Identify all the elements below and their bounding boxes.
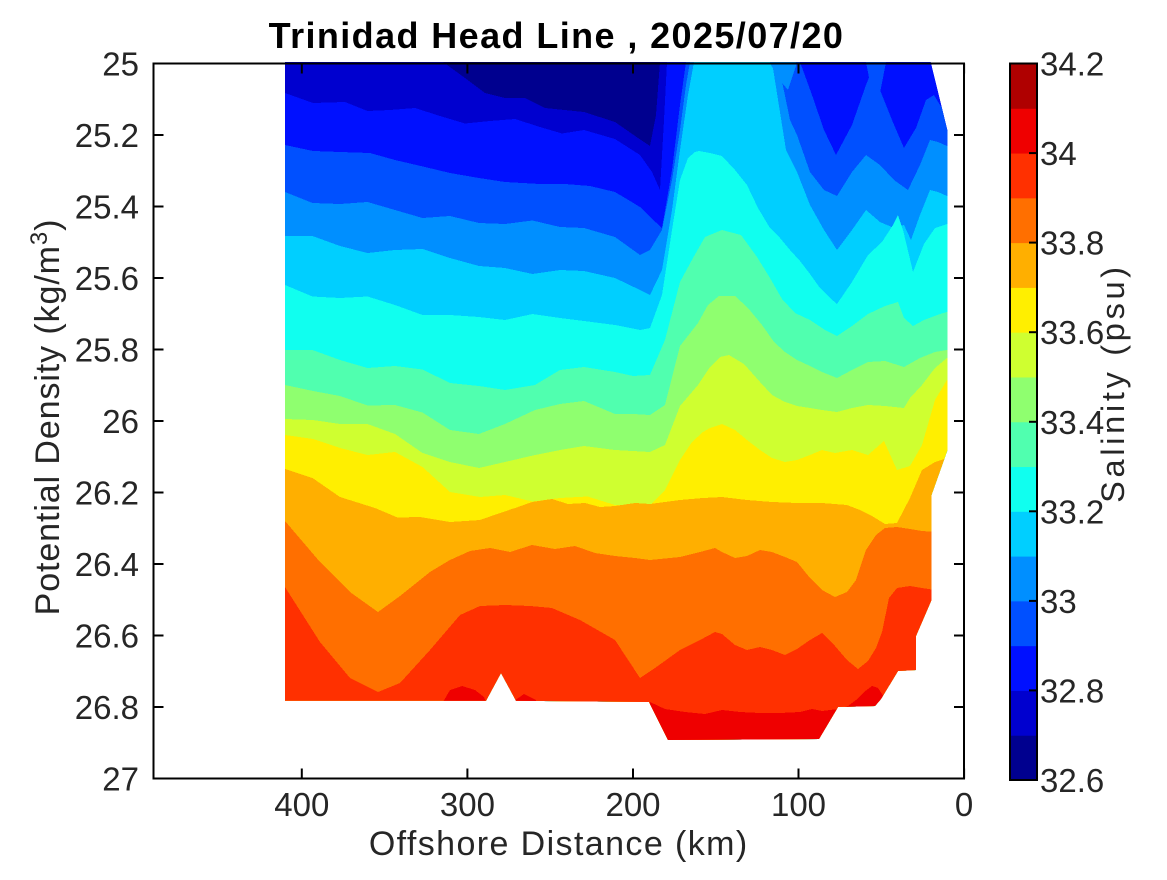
svg-text:25.6: 25.6 [75,260,139,297]
svg-text:Offshore Distance (km): Offshore Distance (km) [369,825,749,863]
svg-text:33.4: 33.4 [1040,404,1104,441]
svg-text:25.2: 25.2 [75,117,139,154]
svg-text:32.8: 32.8 [1040,672,1104,709]
svg-text:300: 300 [440,786,495,823]
svg-text:200: 200 [605,786,660,823]
svg-text:100: 100 [771,786,826,823]
svg-text:33: 33 [1040,583,1077,620]
svg-text:26.8: 26.8 [75,689,139,726]
svg-text:400: 400 [274,786,329,823]
svg-text:33.6: 33.6 [1040,314,1104,351]
svg-text:25.4: 25.4 [75,189,139,226]
svg-text:25.8: 25.8 [75,332,139,369]
svg-text:34.2: 34.2 [1040,46,1104,83]
svg-text:Salinity (psu): Salinity (psu) [1095,263,1131,503]
svg-text:26.2: 26.2 [75,475,139,512]
svg-text:32.6: 32.6 [1040,762,1104,799]
svg-text:26.4: 26.4 [75,546,139,583]
svg-text:26: 26 [102,403,139,440]
svg-text:26.6: 26.6 [75,618,139,655]
svg-text:Trinidad Head Line , 2025/07/2: Trinidad Head Line , 2025/07/20 [269,15,845,56]
svg-text:0: 0 [955,786,973,823]
svg-text:27: 27 [102,761,139,798]
svg-text:33.8: 33.8 [1040,225,1104,262]
svg-text:34: 34 [1040,135,1077,172]
svg-text:33.2: 33.2 [1040,493,1104,530]
svg-text:25: 25 [102,46,139,83]
svg-text:Potential Density (kg/m3): Potential Density (kg/m3) [26,219,67,616]
